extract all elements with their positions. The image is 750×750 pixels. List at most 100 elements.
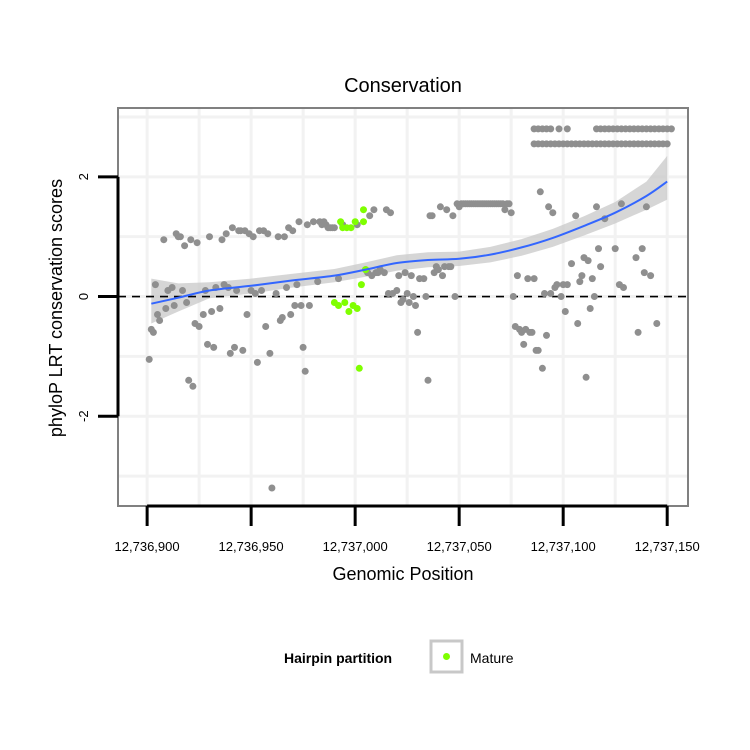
x-tick-label: 12,737,100 bbox=[531, 539, 596, 554]
data-point-other bbox=[561, 308, 569, 315]
data-point-other bbox=[187, 236, 195, 244]
data-point-other bbox=[193, 239, 201, 247]
data-point-other bbox=[168, 284, 176, 291]
data-point-other bbox=[160, 236, 168, 244]
points-mature bbox=[330, 206, 370, 372]
legend-mature-marker bbox=[443, 653, 450, 660]
data-point-other bbox=[541, 290, 548, 297]
data-point-other bbox=[443, 206, 451, 214]
data-point-other bbox=[568, 260, 575, 268]
data-point-other bbox=[555, 125, 563, 133]
data-point-other bbox=[195, 323, 203, 330]
data-point-other bbox=[274, 233, 282, 241]
data-point-other bbox=[210, 343, 218, 351]
data-point-other bbox=[330, 224, 338, 232]
data-point-other bbox=[536, 188, 544, 196]
data-point-other bbox=[314, 278, 322, 286]
data-point-other bbox=[199, 311, 207, 318]
data-point-other bbox=[222, 230, 230, 238]
data-point-mature bbox=[360, 218, 367, 226]
y-axis-label: phyloP LRT conservation scores bbox=[46, 179, 66, 437]
data-point-other bbox=[632, 254, 640, 262]
data-point-other bbox=[414, 328, 422, 336]
data-point-other bbox=[574, 320, 582, 327]
data-point-other bbox=[439, 272, 446, 280]
data-point-other bbox=[638, 245, 646, 253]
data-point-mature bbox=[353, 305, 361, 312]
data-point-other bbox=[181, 242, 189, 250]
data-point-other bbox=[422, 293, 430, 300]
data-point-other bbox=[547, 290, 555, 297]
data-point-other bbox=[185, 376, 193, 384]
chart-title: Conservation bbox=[344, 75, 462, 97]
legend: Hairpin partition Mature bbox=[284, 639, 514, 674]
data-point-mature bbox=[351, 218, 359, 226]
data-point-other bbox=[335, 275, 342, 283]
data-point-other bbox=[597, 263, 605, 271]
data-point-other bbox=[305, 302, 313, 309]
points-other bbox=[145, 125, 675, 492]
data-point-mature bbox=[355, 364, 363, 372]
x-axis-label: Genomic Position bbox=[332, 564, 473, 584]
data-point-other bbox=[297, 302, 305, 309]
data-point-other bbox=[563, 281, 571, 289]
data-point-other bbox=[216, 305, 224, 312]
data-point-mature bbox=[360, 206, 367, 214]
panel-background bbox=[118, 108, 688, 506]
data-point-other bbox=[663, 140, 671, 148]
data-point-other bbox=[409, 293, 417, 300]
data-point-other bbox=[534, 346, 542, 354]
data-point-other bbox=[228, 224, 236, 232]
data-point-other bbox=[262, 323, 270, 330]
data-point-other bbox=[149, 328, 157, 336]
data-point-other bbox=[266, 349, 274, 357]
data-point-other bbox=[179, 287, 186, 294]
data-point-other bbox=[366, 212, 374, 220]
data-point-other bbox=[206, 233, 213, 241]
data-point-other bbox=[653, 320, 661, 327]
data-point-other bbox=[289, 227, 297, 235]
data-point-other bbox=[249, 233, 257, 241]
x-tick-label: 12,736,900 bbox=[115, 539, 180, 554]
data-point-mature bbox=[357, 281, 365, 289]
data-point-other bbox=[170, 302, 178, 309]
data-point-other bbox=[204, 340, 211, 348]
x-tick-label: 12,736,950 bbox=[219, 539, 284, 554]
smooth-fit-line bbox=[151, 180, 668, 305]
x-tick-label: 12,737,050 bbox=[427, 539, 492, 554]
data-point-other bbox=[387, 209, 394, 217]
data-point-other bbox=[509, 293, 517, 300]
data-point-other bbox=[154, 311, 161, 318]
data-point-other bbox=[243, 311, 251, 318]
data-point-other bbox=[563, 125, 571, 133]
y-axis: -2 0 2 bbox=[76, 173, 120, 422]
data-point-other bbox=[283, 284, 290, 291]
data-point-other bbox=[545, 203, 553, 211]
data-point-other bbox=[370, 206, 378, 214]
data-point-other bbox=[647, 272, 655, 280]
data-point-other bbox=[436, 203, 444, 211]
data-point-other bbox=[380, 269, 388, 277]
data-point-other bbox=[590, 293, 598, 300]
y-tick-label: 2 bbox=[76, 173, 91, 180]
x-tick-label: 12,737,000 bbox=[323, 539, 388, 554]
data-point-other bbox=[287, 311, 295, 318]
data-point-other bbox=[420, 275, 428, 283]
data-point-other bbox=[176, 233, 184, 241]
data-point-other bbox=[543, 331, 550, 339]
data-point-other bbox=[593, 203, 600, 211]
data-point-mature bbox=[335, 302, 342, 309]
data-point-other bbox=[588, 275, 596, 283]
data-point-other bbox=[634, 328, 642, 336]
data-point-other bbox=[239, 346, 247, 354]
data-point-other bbox=[218, 236, 226, 244]
data-point-other bbox=[447, 263, 455, 271]
data-point-other bbox=[530, 275, 538, 283]
data-point-mature bbox=[337, 218, 345, 226]
data-point-other bbox=[584, 257, 592, 265]
data-point-other bbox=[520, 340, 528, 348]
plot-panel bbox=[117, 107, 689, 507]
data-point-other bbox=[572, 212, 580, 220]
data-point-other bbox=[667, 125, 675, 133]
data-point-other bbox=[253, 358, 261, 366]
